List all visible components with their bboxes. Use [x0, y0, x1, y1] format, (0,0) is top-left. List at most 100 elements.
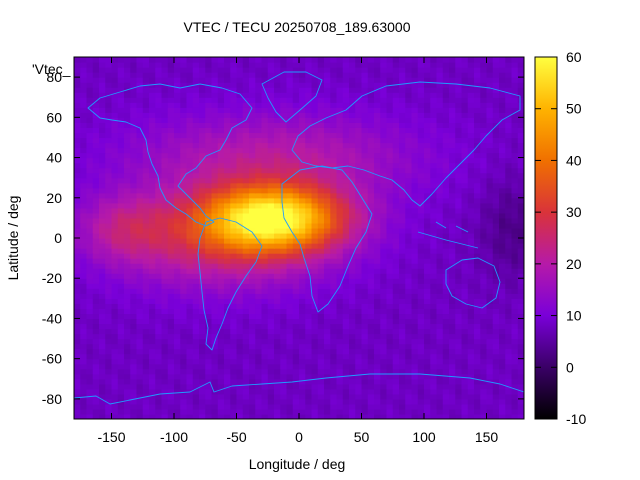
heatmap-cell [336, 167, 344, 174]
heatmap-cell [261, 348, 269, 355]
heatmap-cell [361, 328, 369, 335]
heatmap-cell [474, 102, 481, 108]
heatmap-cell [274, 82, 281, 88]
heatmap-cell [199, 202, 206, 209]
heatmap-cell [217, 348, 225, 355]
heatmap-cell [461, 383, 469, 390]
heatmap-cell [111, 283, 119, 289]
heatmap-cell [511, 273, 519, 279]
heatmap-cell [99, 378, 106, 385]
heatmap-cell [392, 278, 400, 284]
heatmap-cell [467, 172, 475, 179]
heatmap-cell [461, 92, 469, 98]
heatmap-cell [330, 328, 338, 335]
heatmap-cell [224, 72, 231, 78]
heatmap-cell [499, 97, 506, 103]
heatmap-cell [280, 157, 288, 164]
heatmap-cell [105, 398, 113, 405]
heatmap-cell [417, 368, 425, 375]
heatmap-cell [455, 298, 463, 304]
heatmap-cell [274, 152, 281, 159]
heatmap-cell [317, 298, 325, 304]
heatmap-cell [111, 112, 119, 118]
heatmap-cell [417, 403, 425, 410]
heatmap-cell [386, 283, 394, 289]
heatmap-cell [405, 217, 413, 224]
heatmap-cell [130, 413, 138, 419]
heatmap-cell [167, 303, 175, 309]
heatmap-cell [374, 77, 381, 83]
heatmap-cell [199, 373, 206, 380]
heatmap-cell [511, 107, 519, 113]
heatmap-cell [86, 97, 94, 103]
heatmap-cell [80, 258, 88, 264]
heatmap-cell [324, 323, 331, 330]
heatmap-cell [311, 338, 319, 345]
heatmap-cell [124, 112, 131, 118]
heatmap-cell [474, 132, 481, 139]
heatmap-cell [367, 368, 375, 375]
heatmap-cell [74, 248, 81, 254]
heatmap-cell [230, 288, 238, 294]
heatmap-cell [80, 147, 88, 154]
heatmap-cell [324, 117, 331, 123]
heatmap-cell [292, 413, 300, 419]
heatmap-cell [267, 288, 275, 294]
heatmap-cell [474, 393, 481, 400]
heatmap-cell [349, 293, 356, 299]
heatmap-cell [492, 207, 500, 214]
heatmap-cell [124, 72, 131, 78]
heatmap-cell [205, 248, 213, 254]
heatmap-cell [392, 112, 400, 118]
heatmap-cell [449, 82, 456, 88]
heatmap-cell [342, 132, 350, 139]
heatmap-cell [486, 308, 494, 315]
heatmap-cell [349, 97, 356, 103]
heatmap-cell [161, 192, 169, 199]
heatmap-cell [124, 248, 131, 254]
heatmap-cell [192, 248, 200, 254]
heatmap-cell [355, 243, 363, 249]
heatmap-cell [436, 328, 444, 335]
heatmap-cell [267, 202, 275, 209]
heatmap-cell [474, 288, 481, 294]
heatmap-cell [374, 217, 381, 224]
heatmap-cell [455, 263, 463, 269]
heatmap-cell [380, 132, 388, 139]
heatmap-cell [224, 122, 231, 128]
heatmap-cell [424, 273, 431, 279]
heatmap-cell [330, 318, 338, 325]
heatmap-cell [474, 152, 481, 159]
heatmap-cell [105, 182, 113, 189]
heatmap-cell [505, 152, 513, 159]
heatmap-cell [499, 182, 506, 189]
heatmap-cell [380, 338, 388, 345]
heatmap-cell [217, 72, 225, 78]
heatmap-cell [99, 167, 106, 174]
heatmap-cell [117, 167, 125, 174]
heatmap-cell [430, 258, 438, 264]
heatmap-cell [199, 278, 206, 284]
heatmap-cell [517, 77, 524, 83]
heatmap-cell [217, 263, 225, 269]
heatmap-cell [374, 368, 381, 375]
heatmap-cell [324, 258, 331, 264]
heatmap-cell [274, 268, 281, 274]
heatmap-cell [267, 373, 275, 380]
heatmap-cell [330, 348, 338, 355]
heatmap-cell [311, 207, 319, 214]
heatmap-cell [155, 363, 163, 370]
heatmap-cell [486, 408, 494, 415]
heatmap-cell [517, 127, 524, 134]
heatmap-cell [242, 408, 250, 415]
heatmap-cell [161, 278, 169, 284]
heatmap-cell [230, 393, 238, 400]
heatmap-cell [86, 313, 94, 320]
heatmap-cell [305, 353, 313, 360]
heatmap-cell [236, 308, 244, 315]
heatmap-cell [205, 112, 213, 118]
heatmap-cell [224, 197, 231, 204]
heatmap-cell [242, 338, 250, 345]
heatmap-cell [374, 192, 381, 199]
heatmap-cell [436, 308, 444, 315]
